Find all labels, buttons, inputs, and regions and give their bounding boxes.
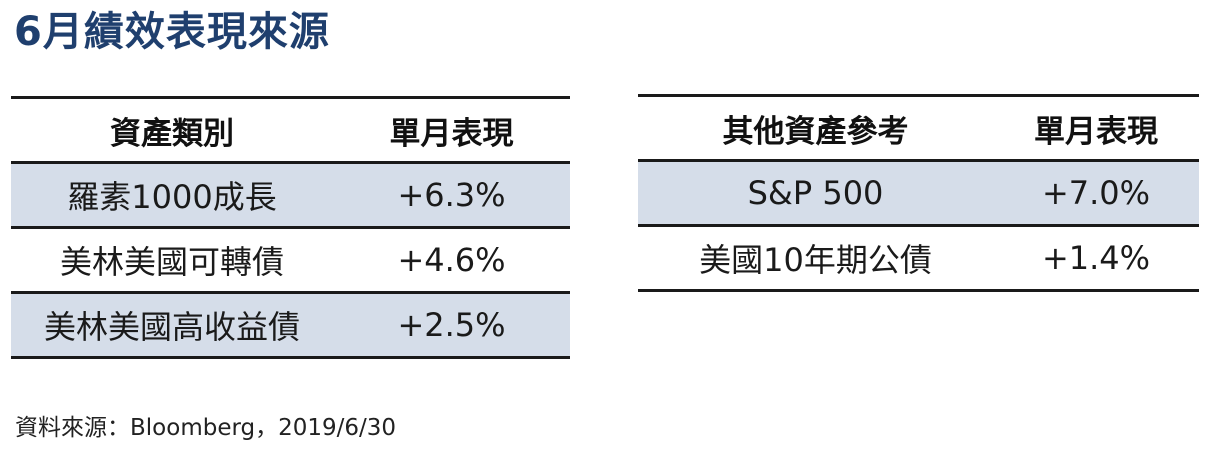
column-header-other-assets: 其他資產參考 [638, 94, 993, 162]
asset-name-cell: 美國10年期公債 [638, 225, 993, 292]
page-title: 6月績效表現來源 [14, 9, 330, 55]
table-row: S&P 500 +7.0% [638, 160, 1199, 227]
asset-name-cell: 美林美國高收益債 [11, 292, 333, 359]
column-header-monthly-return: 單月表現 [333, 96, 570, 164]
table-row: 羅素1000成長 +6.3% [11, 162, 570, 229]
return-value-cell: +2.5% [333, 292, 570, 359]
column-header-monthly-return: 單月表現 [993, 94, 1199, 162]
data-source-note: 資料來源：Bloomberg，2019/6/30 [15, 415, 397, 441]
asset-name-cell: S&P 500 [638, 160, 993, 227]
asset-performance-table: 資產類別 單月表現 羅素1000成長 +6.3% 美林美國可轉債 +4.6% 美… [11, 96, 570, 359]
other-asset-reference-table: 其他資產參考 單月表現 S&P 500 +7.0% 美國10年期公債 +1.4% [638, 94, 1199, 292]
table-row: 美林美國可轉債 +4.6% [11, 227, 570, 294]
asset-name-cell: 美林美國可轉債 [11, 227, 333, 294]
column-header-asset-class: 資產類別 [11, 96, 333, 164]
asset-name-cell: 羅素1000成長 [11, 162, 333, 229]
table-header-row: 資產類別 單月表現 [11, 96, 570, 164]
return-value-cell: +6.3% [333, 162, 570, 229]
return-value-cell: +7.0% [993, 160, 1199, 227]
return-value-cell: +1.4% [993, 225, 1199, 292]
return-value-cell: +4.6% [333, 227, 570, 294]
table-header-row: 其他資產參考 單月表現 [638, 94, 1199, 162]
table-row: 美國10年期公債 +1.4% [638, 225, 1199, 292]
table-row: 美林美國高收益債 +2.5% [11, 292, 570, 359]
